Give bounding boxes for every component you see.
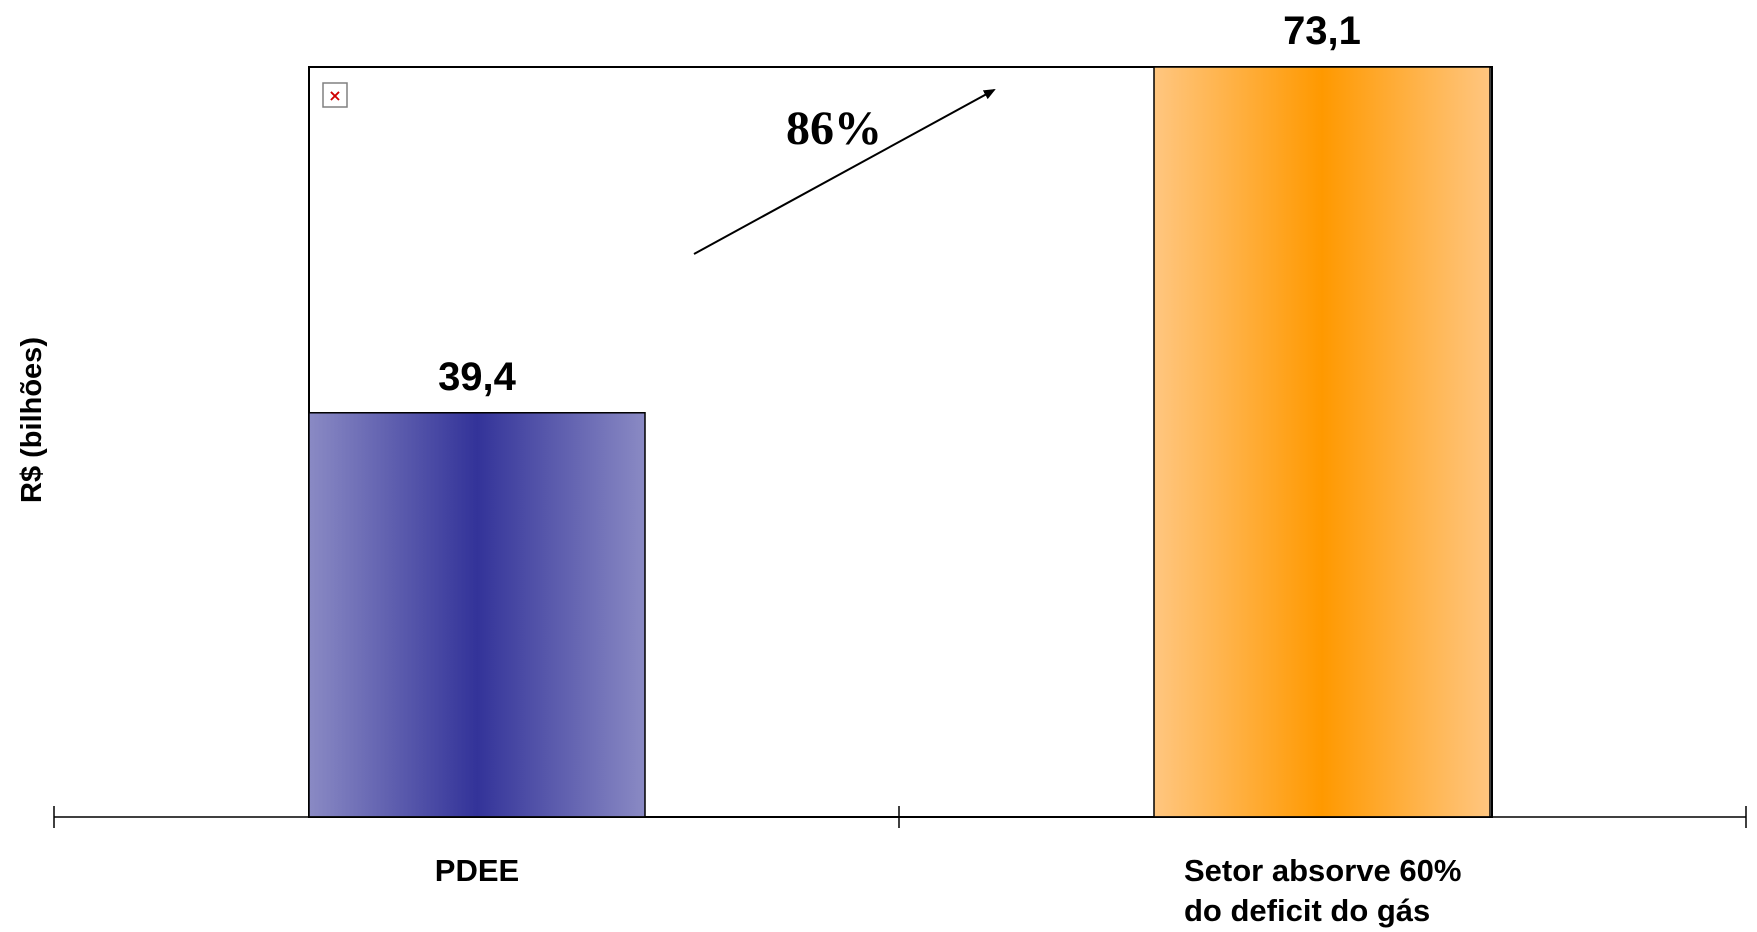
x-axis-ticks <box>53 806 1747 828</box>
bar-1 <box>308 412 646 818</box>
growth-arrow <box>693 89 996 255</box>
growth-percentage-label: 86% <box>786 102 882 155</box>
svg-text:×: × <box>328 86 341 105</box>
y-axis-label: R$ (bilhões) <box>16 337 48 503</box>
value-label-2: 73,1 <box>1283 9 1361 53</box>
value-label-1: 39,4 <box>438 355 517 399</box>
category-label-1: PDEE <box>435 853 519 888</box>
category-label-2: Setor absorve 60% do deficit do gás <box>1184 853 1461 928</box>
broken-image-icon: × <box>322 82 348 108</box>
bar-2 <box>1153 66 1491 818</box>
bars-group: 39,4 PDEE 73,1 Setor absorve 60% do deficit … <box>308 9 1491 928</box>
